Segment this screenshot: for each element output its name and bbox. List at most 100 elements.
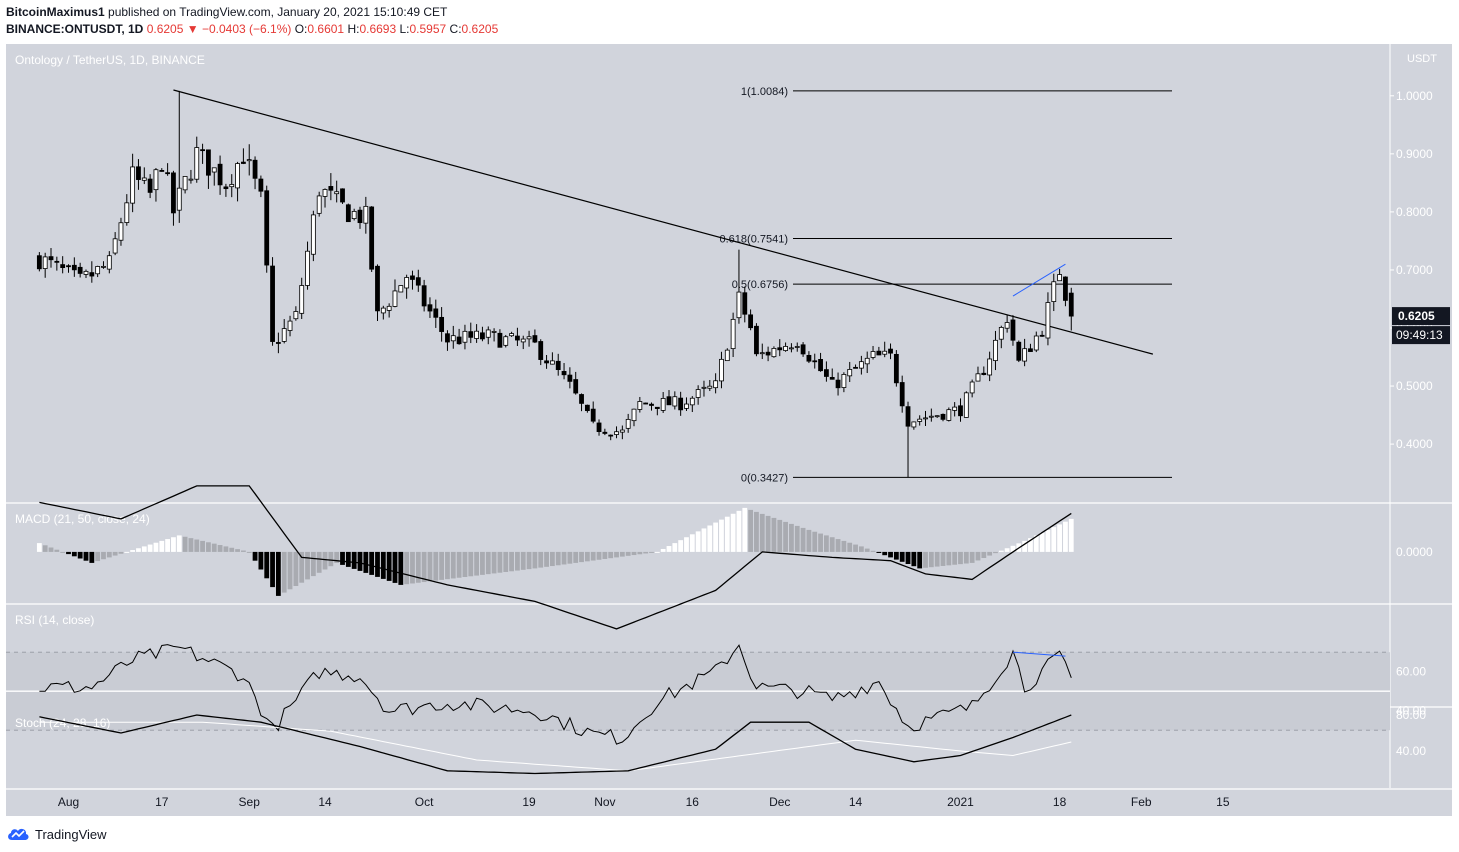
macd-histogram-bar [987, 551, 993, 556]
time-tick-label: 19 [522, 795, 536, 809]
macd-histogram-bar [310, 551, 316, 577]
candle [54, 256, 60, 271]
macd-histogram-bar [934, 551, 940, 567]
candle [812, 353, 818, 369]
macd-histogram-bar [182, 536, 188, 552]
candle [211, 167, 217, 186]
candle [485, 326, 491, 345]
candle-body [672, 396, 678, 407]
candle-body [194, 147, 200, 180]
candle [101, 261, 106, 269]
candle [858, 355, 864, 375]
candle [596, 419, 602, 436]
macd-histogram-bar [1068, 518, 1074, 552]
candle-body [66, 265, 71, 268]
candle [748, 309, 754, 331]
candle-body [1063, 276, 1068, 301]
candle-body [713, 380, 719, 389]
candle [130, 153, 136, 213]
candle-body [532, 335, 538, 343]
chart-canvas[interactable]: USDT1.00000.90000.80000.70000.60000.5000… [6, 44, 1452, 816]
macd-histogram-bar [515, 551, 520, 571]
macd-histogram-bar [923, 551, 928, 568]
candle-body [1010, 319, 1016, 341]
candle-body [794, 346, 800, 348]
macd-histogram-bar [345, 551, 351, 567]
price-change: −0.0403 (−6.1%) [201, 22, 292, 36]
candle-body [684, 403, 689, 409]
macd-histogram-bar [678, 540, 684, 552]
chart-frame[interactable]: USDT1.00000.90000.80000.70000.60000.5000… [6, 44, 1452, 816]
open-value: 0.6601 [307, 22, 345, 36]
candle-body [893, 353, 899, 384]
candle [549, 352, 555, 365]
tradingview-logo[interactable]: TradingView [6, 825, 107, 843]
candle [567, 367, 573, 389]
macd-histogram-bar [480, 551, 485, 575]
macd-histogram-bar [963, 551, 969, 564]
candle [905, 401, 911, 478]
high-value: 0.6693 [359, 22, 397, 36]
candle-body [305, 250, 310, 286]
candle [147, 174, 153, 199]
candle-body [491, 331, 497, 333]
candle [520, 335, 526, 350]
candle [1033, 331, 1039, 353]
candle-body [468, 331, 474, 338]
candle-body [818, 359, 823, 372]
candle [95, 265, 101, 278]
candle [1045, 292, 1051, 346]
candle-body [695, 389, 701, 398]
macd-histogram-bar [147, 544, 153, 552]
macd-histogram-bar [649, 551, 654, 553]
macd-histogram-bar [783, 521, 788, 552]
macd-histogram-bar [818, 533, 823, 552]
candle-body [824, 369, 829, 377]
macd-histogram-bar [672, 543, 678, 552]
candle [194, 136, 200, 183]
macd-histogram-bar [497, 551, 503, 573]
candle [614, 426, 619, 439]
candle-body [736, 291, 742, 319]
macd-histogram-bar [252, 551, 258, 561]
macd-histogram-bar [579, 551, 584, 563]
candle-body [462, 330, 468, 343]
candle [998, 325, 1004, 349]
candle [824, 361, 829, 382]
candle-body [48, 256, 54, 261]
macd-histogram-bar [742, 507, 748, 552]
candle [398, 285, 404, 293]
candle [893, 350, 899, 387]
candle [719, 351, 724, 389]
candle [928, 408, 934, 422]
macd-histogram-bar [526, 551, 532, 570]
macd-histogram-bar [421, 551, 427, 583]
macd-histogram-bar [77, 551, 83, 559]
macd-histogram-bar [544, 551, 549, 567]
candle-body [998, 326, 1004, 340]
candle-body [969, 381, 975, 394]
macd-histogram-bar [287, 551, 293, 590]
author-name[interactable]: BitcoinMaximus1 [6, 5, 105, 19]
candle-body [1045, 302, 1051, 339]
candle-body [392, 290, 398, 307]
candle-body [759, 352, 765, 355]
macd-histogram-bar [555, 551, 561, 566]
macd-histogram-bar [789, 523, 794, 552]
candle-body [649, 403, 654, 406]
candle [223, 183, 229, 197]
candle-body [882, 350, 888, 355]
candle-body [474, 330, 480, 339]
candle [386, 303, 392, 318]
candle [818, 352, 823, 372]
macd-histogram-bar [1022, 540, 1028, 552]
macd-histogram-bar [380, 551, 386, 579]
candle [561, 363, 567, 380]
candle-body [689, 397, 695, 406]
candle [701, 380, 707, 397]
stoch-tick-label: 80.00 [1396, 708, 1426, 722]
macd-histogram-bar [958, 551, 963, 565]
candle [445, 330, 450, 351]
macd-histogram-bar [281, 551, 287, 593]
macd-histogram-bar [637, 551, 643, 555]
